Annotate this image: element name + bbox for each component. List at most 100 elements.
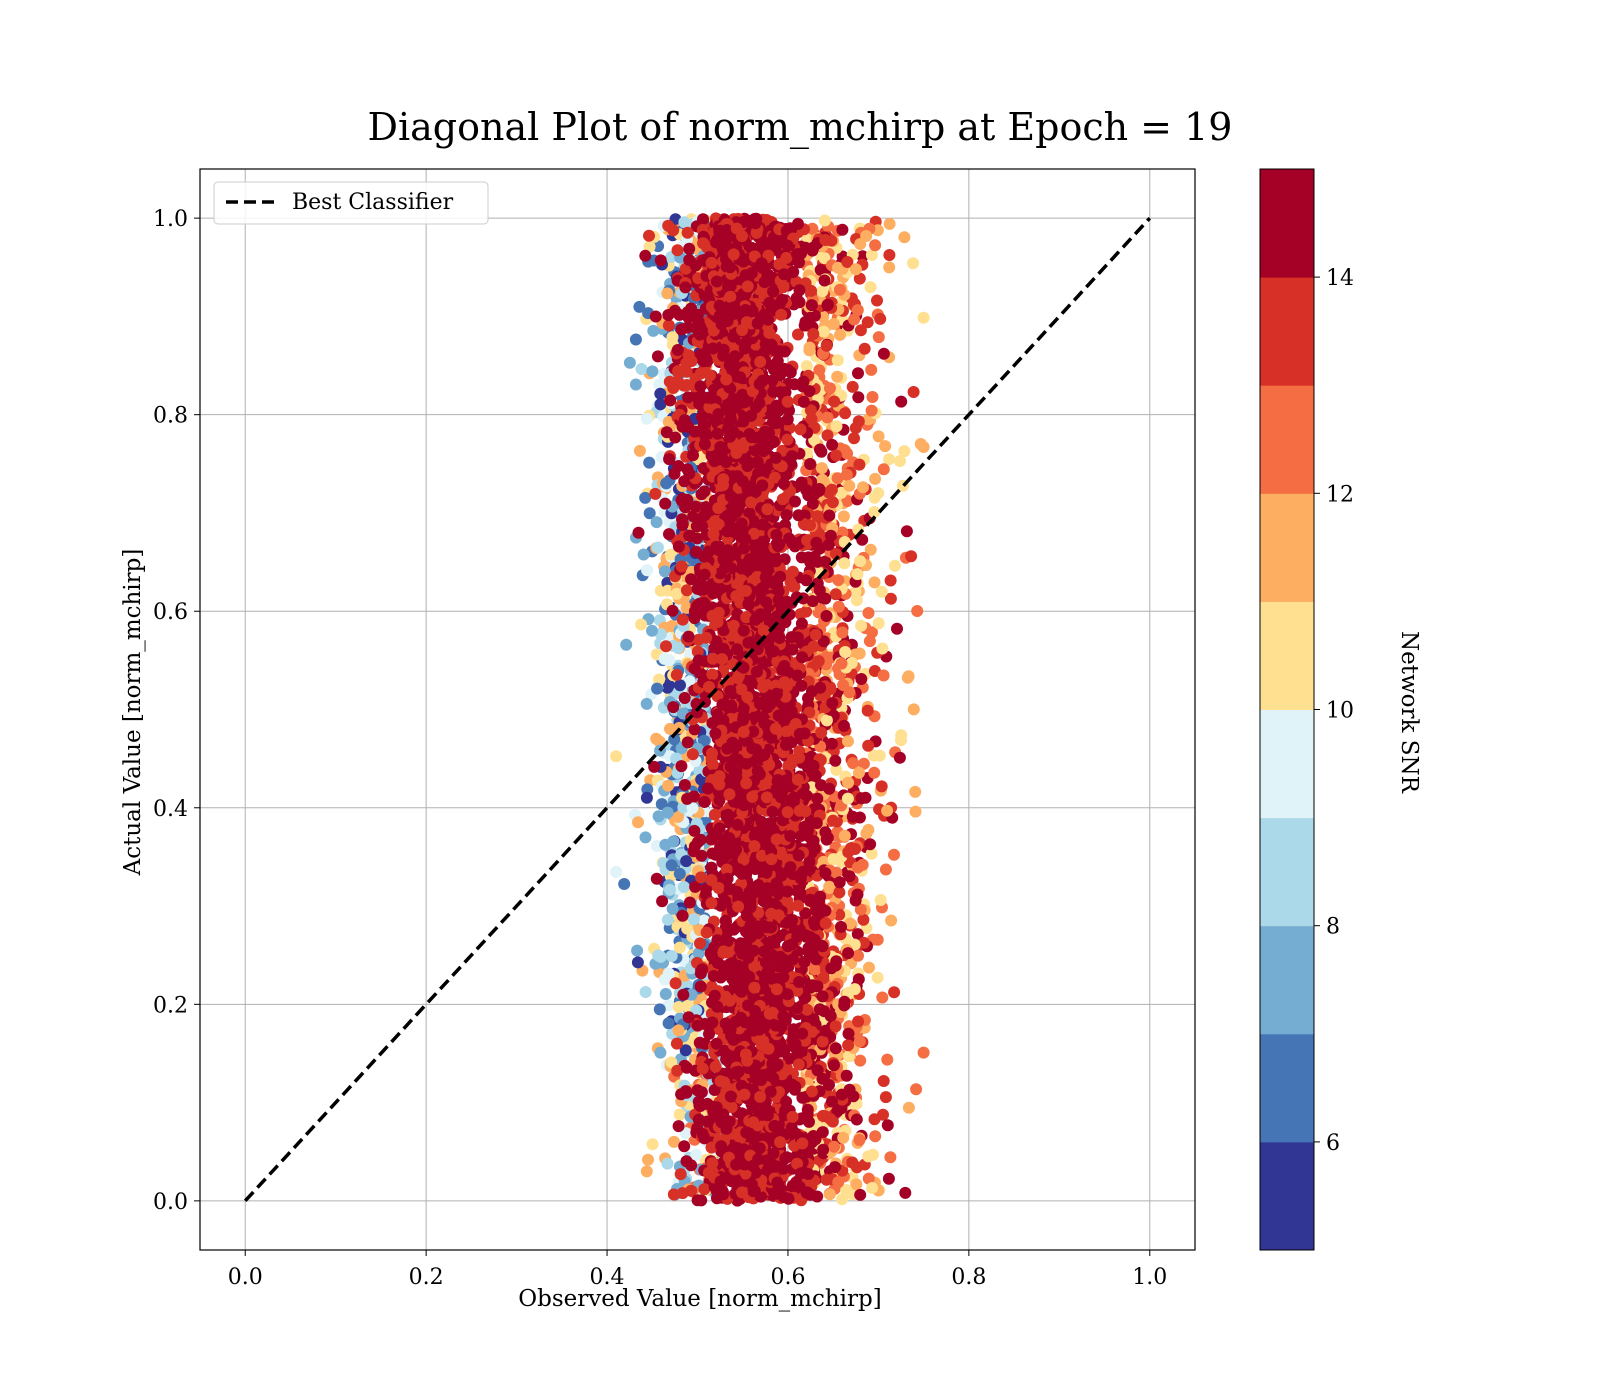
scatter-point	[816, 285, 829, 298]
scatter-point	[818, 252, 831, 265]
scatter-point	[868, 766, 881, 779]
scatter-point	[883, 261, 896, 274]
scatter-point	[829, 1042, 842, 1055]
scatter-point	[672, 1024, 685, 1037]
scatter-point	[848, 313, 861, 326]
scatter-point	[862, 1172, 875, 1185]
scatter-point	[678, 692, 691, 704]
scatter-point	[719, 914, 732, 927]
scatter-point	[821, 429, 834, 442]
scatter-point	[671, 244, 684, 257]
scatter-point	[902, 1101, 915, 1114]
scatter-point	[610, 866, 623, 878]
scatter-point	[661, 913, 674, 926]
scatter-point	[871, 971, 884, 984]
scatter-point	[842, 776, 855, 789]
scatter-point	[786, 450, 798, 463]
scatter-point	[664, 394, 677, 407]
scatter-point	[678, 216, 691, 229]
scatter-point	[872, 617, 885, 630]
scatter-point	[829, 1161, 841, 1174]
scatter-point	[863, 961, 875, 974]
scatter-point	[854, 324, 867, 337]
scatter-point	[653, 735, 666, 748]
scatter-point	[682, 311, 695, 324]
scatter-point	[851, 928, 864, 941]
scatter-point	[853, 766, 865, 779]
scatter-point	[869, 239, 882, 252]
scatter-point	[830, 955, 843, 968]
scatter-point	[842, 947, 855, 960]
scatter-point	[881, 804, 894, 817]
scatter-point	[667, 1188, 680, 1201]
scatter-point	[857, 757, 870, 770]
scatter-point	[910, 1083, 923, 1096]
scatter-point	[658, 565, 671, 578]
scatter-point	[652, 810, 665, 823]
scatter-point	[843, 686, 856, 699]
scatter-point	[885, 914, 898, 927]
scatter-point	[873, 749, 886, 762]
scatter-point	[895, 395, 908, 408]
scatter-point	[826, 438, 839, 451]
scatter-point	[883, 453, 896, 466]
scatter-point	[824, 1113, 837, 1126]
scatter-point	[793, 296, 806, 309]
scatter-point	[854, 1188, 867, 1201]
scatter-point	[640, 791, 653, 804]
scatter-point	[849, 263, 862, 276]
scatter-point	[872, 331, 885, 344]
scatter-point	[675, 760, 688, 773]
scatter-point	[907, 703, 920, 716]
scatter-point	[864, 281, 877, 294]
scatter-point	[831, 354, 844, 367]
scatter-point	[686, 802, 699, 814]
scatter-point	[804, 404, 817, 417]
scatter-point	[835, 920, 847, 933]
scatter-point	[691, 1194, 704, 1207]
scatter-point	[876, 991, 889, 1004]
scatter-point	[824, 382, 836, 395]
scatter-point	[852, 1015, 865, 1028]
scatter-point	[651, 350, 664, 363]
scatter-point	[639, 986, 652, 998]
scatter-point	[852, 415, 865, 428]
scatter-point	[695, 849, 708, 862]
scatter-point	[643, 456, 656, 469]
scatter-point	[824, 529, 837, 542]
scatter-point	[816, 1126, 829, 1139]
scatter-point	[826, 1095, 838, 1108]
scatter-point	[842, 846, 855, 859]
scatter-point	[891, 622, 903, 635]
scatter-point	[864, 838, 877, 851]
scatter-point	[846, 380, 859, 393]
scatter-point	[629, 333, 642, 346]
scatter-point	[860, 230, 873, 242]
scatter-point	[840, 468, 853, 481]
scatter-point	[868, 506, 881, 518]
scatter-point	[869, 472, 882, 485]
scatter-point	[663, 453, 676, 466]
scatter-point	[848, 983, 861, 996]
scatter-point	[643, 507, 656, 520]
scatter-point	[857, 481, 869, 494]
scatter-point	[708, 1084, 721, 1096]
scatter-point	[646, 365, 659, 378]
scatter-point	[670, 587, 683, 600]
scatter-point	[852, 367, 864, 380]
scatter-point	[664, 722, 676, 735]
scatter-point	[818, 214, 831, 227]
scatter-point	[872, 430, 885, 443]
scatter-point	[847, 757, 859, 770]
scatter-point	[840, 1184, 853, 1196]
scatter-point	[879, 440, 892, 453]
scatter-point	[832, 1176, 845, 1189]
scatter-point	[725, 1101, 738, 1114]
scatter-point	[811, 510, 824, 523]
scatter-point	[820, 339, 833, 352]
scatter-point	[909, 785, 922, 798]
scatter-point	[640, 1165, 653, 1178]
scatter-points	[610, 212, 930, 1207]
scatter-point	[900, 525, 913, 538]
scatter-point	[650, 872, 663, 885]
